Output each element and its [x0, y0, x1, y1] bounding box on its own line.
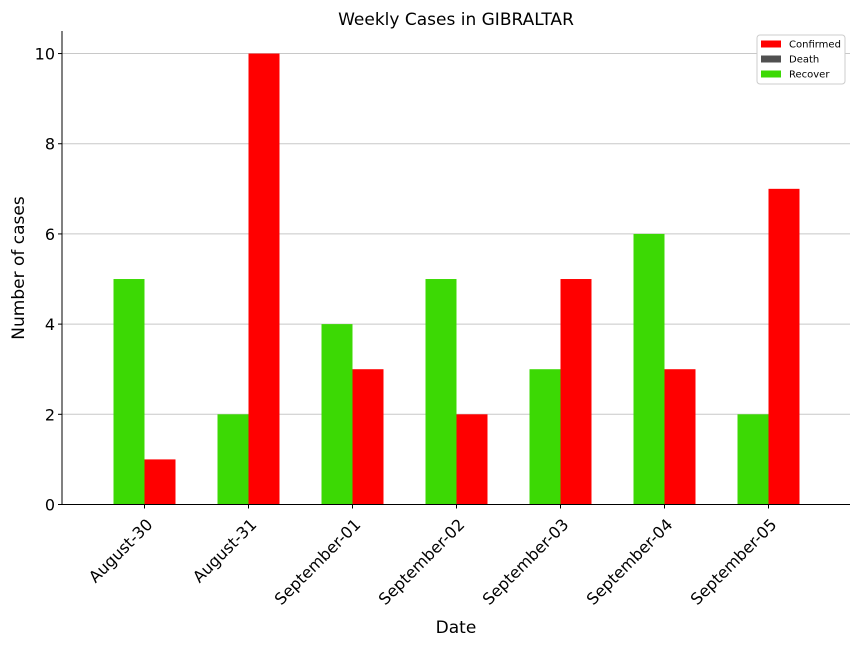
- x-tick-label: August-30: [85, 515, 157, 587]
- legend-label-confirmed: Confirmed: [789, 40, 841, 51]
- x-tick-label: September-03: [479, 515, 573, 609]
- legend-label-recover: Recover: [789, 70, 830, 81]
- legend-label-death: Death: [789, 55, 819, 66]
- y-tick-label: 10: [35, 45, 55, 64]
- x-tick-label: September-05: [687, 515, 781, 609]
- x-ticks: August-30 August-31 September-01 September-…: [85, 504, 781, 609]
- bar-recover-september-03: [529, 369, 561, 505]
- legend: Confirmed Death Recover: [756, 34, 846, 85]
- y-axis-label: Number of cases: [9, 196, 29, 340]
- bar-confirmed-september-05: [768, 188, 800, 505]
- x-tick-label: September-02: [375, 515, 469, 609]
- y-tick-label: 6: [45, 225, 55, 244]
- legend-swatch-confirmed: [761, 40, 781, 48]
- bar-recover-september-01: [321, 324, 353, 505]
- bar-recover-september-02: [425, 279, 457, 505]
- x-tick-label: September-04: [583, 515, 677, 609]
- x-tick-label: August-31: [189, 515, 261, 587]
- bar-recover-august-31: [217, 414, 249, 505]
- bar-confirmed-september-04: [664, 369, 696, 505]
- bar-confirmed-september-03: [560, 279, 592, 505]
- bar-recover-september-05: [737, 414, 769, 505]
- x-tick-label: September-01: [271, 515, 365, 609]
- y-tick-label: 4: [45, 315, 55, 334]
- y-tick-label: 2: [45, 405, 55, 424]
- bar-confirmed-september-01: [352, 369, 384, 505]
- chart-title: Weekly Cases in GIBRALTAR: [338, 10, 574, 30]
- bars: [113, 53, 800, 505]
- bar-recover-september-04: [633, 233, 665, 505]
- legend-swatch-death: [761, 55, 781, 63]
- y-ticks: 0 2 4 6 8 10: [35, 45, 62, 515]
- bar-confirmed-september-02: [456, 414, 488, 505]
- legend-swatch-recover: [761, 70, 781, 78]
- y-tick-label: 8: [45, 135, 55, 154]
- x-axis-label: Date: [436, 618, 477, 638]
- gridlines: [62, 53, 850, 415]
- bar-confirmed-august-30: [144, 459, 176, 505]
- bar-confirmed-august-31: [248, 53, 280, 505]
- y-tick-label: 0: [45, 496, 55, 515]
- bar-recover-august-30: [113, 279, 145, 505]
